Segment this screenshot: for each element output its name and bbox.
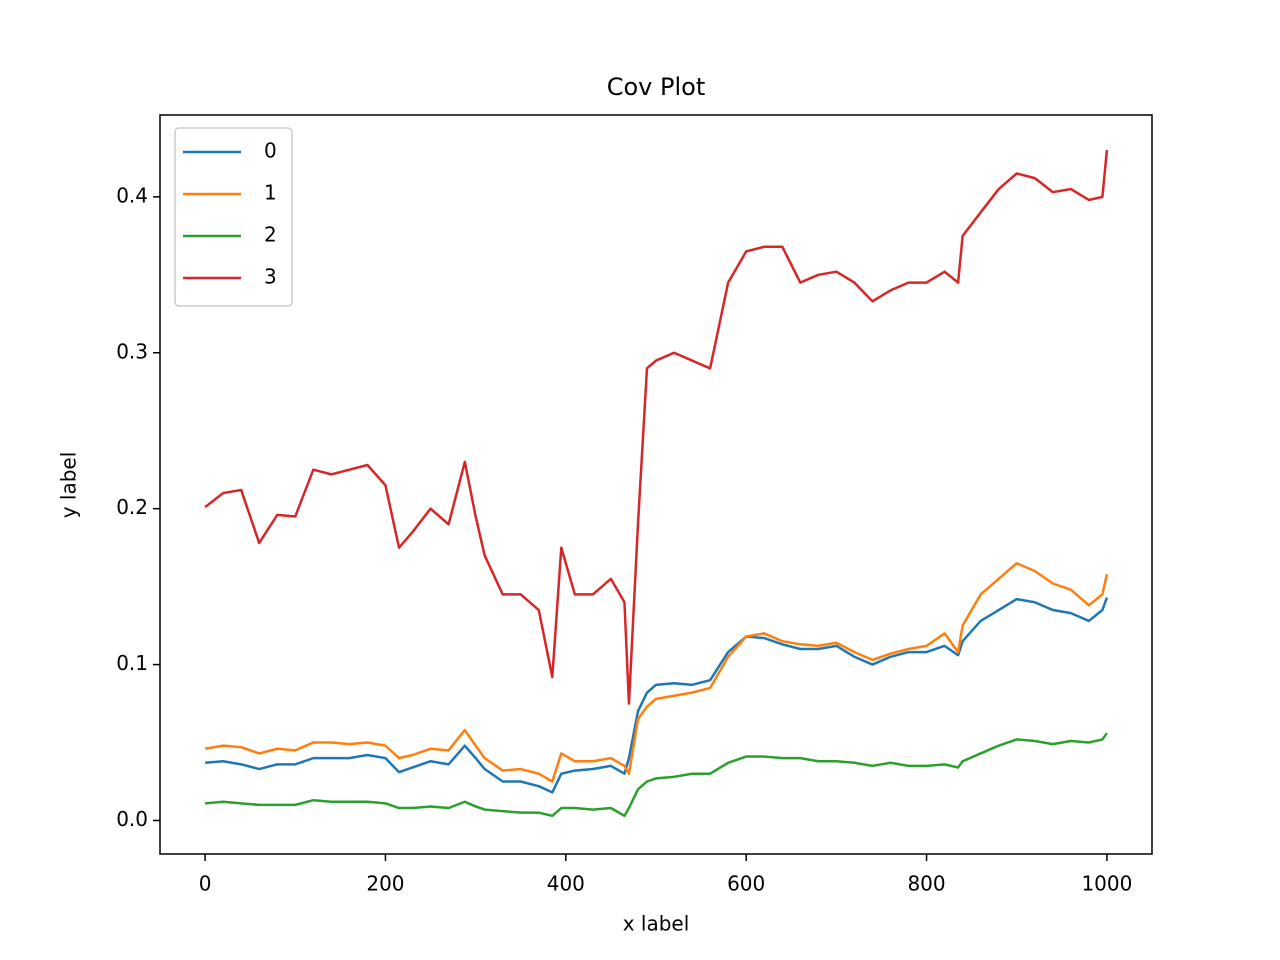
x-tick-label: 400 [547,872,585,896]
x-tick-label: 800 [907,872,945,896]
line-series [204,732,1108,818]
x-tick-label: 1000 [1081,872,1132,896]
legend-box [174,127,293,307]
y-tick-label: 0.1 [116,651,148,675]
x-axis-label: x label [623,912,690,936]
x-tick-label: 0 [199,872,212,896]
line-series [204,561,1109,783]
y-tick-label: 0.0 [116,807,148,831]
y-axis-label: y label [57,452,81,519]
y-tick-label: 0.4 [116,183,148,207]
chart-title: Cov Plot [607,73,706,101]
x-tick-label: 600 [727,872,765,896]
y-tick-label: 0.3 [116,339,148,363]
plot-frame [159,114,1153,855]
line-series [204,597,1109,794]
legend-label: 3 [264,265,277,289]
legend-label: 0 [264,139,277,163]
x-tick-label: 200 [366,872,404,896]
legend-label: 1 [264,181,277,205]
y-tick-label: 0.2 [116,495,148,519]
legend-label: 2 [264,223,277,247]
line-series [204,149,1109,705]
